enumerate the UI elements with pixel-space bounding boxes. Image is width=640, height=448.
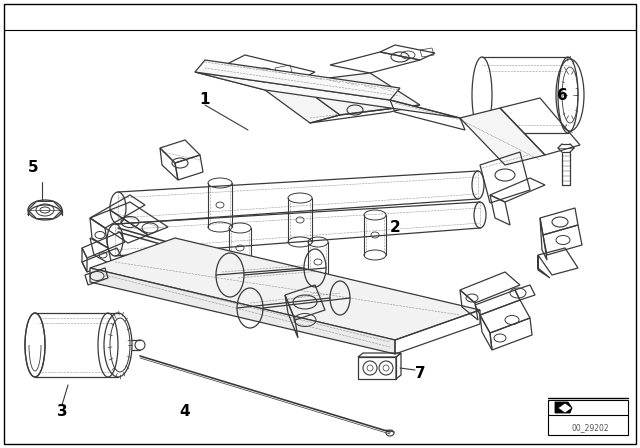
Polygon shape bbox=[195, 60, 400, 100]
Text: 3: 3 bbox=[57, 405, 67, 419]
Polygon shape bbox=[548, 400, 628, 435]
Polygon shape bbox=[558, 403, 572, 413]
Polygon shape bbox=[460, 108, 545, 165]
Polygon shape bbox=[555, 402, 572, 413]
Polygon shape bbox=[195, 72, 460, 118]
Text: 1: 1 bbox=[200, 92, 211, 108]
Text: 00_29202: 00_29202 bbox=[571, 423, 609, 432]
Text: 7: 7 bbox=[415, 366, 426, 380]
Text: 6: 6 bbox=[557, 87, 568, 103]
Text: 5: 5 bbox=[28, 160, 38, 176]
Text: 4: 4 bbox=[180, 405, 190, 419]
Polygon shape bbox=[295, 73, 420, 115]
Polygon shape bbox=[90, 238, 480, 340]
Text: 2: 2 bbox=[390, 220, 401, 236]
Polygon shape bbox=[90, 268, 395, 354]
Polygon shape bbox=[265, 82, 340, 123]
